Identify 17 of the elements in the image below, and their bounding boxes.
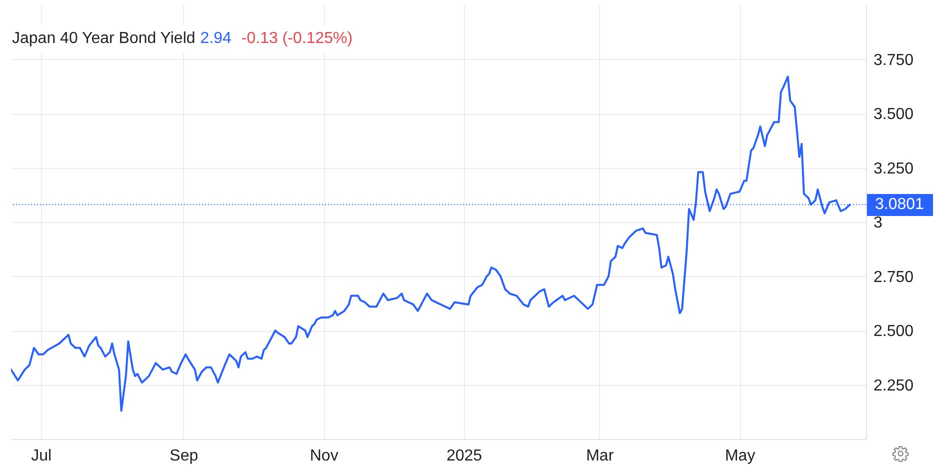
annotation: 2.94 (200, 30, 232, 47)
y-tick-label: 2.750 (874, 268, 914, 286)
x-tick-label: Jul (31, 448, 52, 464)
y-tick-label: 3.750 (874, 52, 914, 69)
y-tick-label: 2.250 (874, 377, 914, 394)
x-tick-label: Sep (170, 448, 198, 464)
annotation: -0.13 (-0.125%) (241, 30, 353, 47)
y-tick-label: 3.500 (874, 106, 914, 123)
y-tick-label: 2.500 (874, 323, 914, 340)
ref-line-label: 3.0801 (867, 194, 933, 216)
x-tick-label: Mar (586, 448, 614, 464)
x-tick-label: May (724, 448, 756, 464)
x-tick-label: Nov (310, 448, 338, 464)
y-tick-label: 3.250 (874, 160, 914, 178)
x-tick-label: 2025 (446, 448, 482, 464)
text: Japan 40 Year Bond Yield (12, 30, 196, 47)
y-tick-label: 3 (874, 214, 882, 232)
